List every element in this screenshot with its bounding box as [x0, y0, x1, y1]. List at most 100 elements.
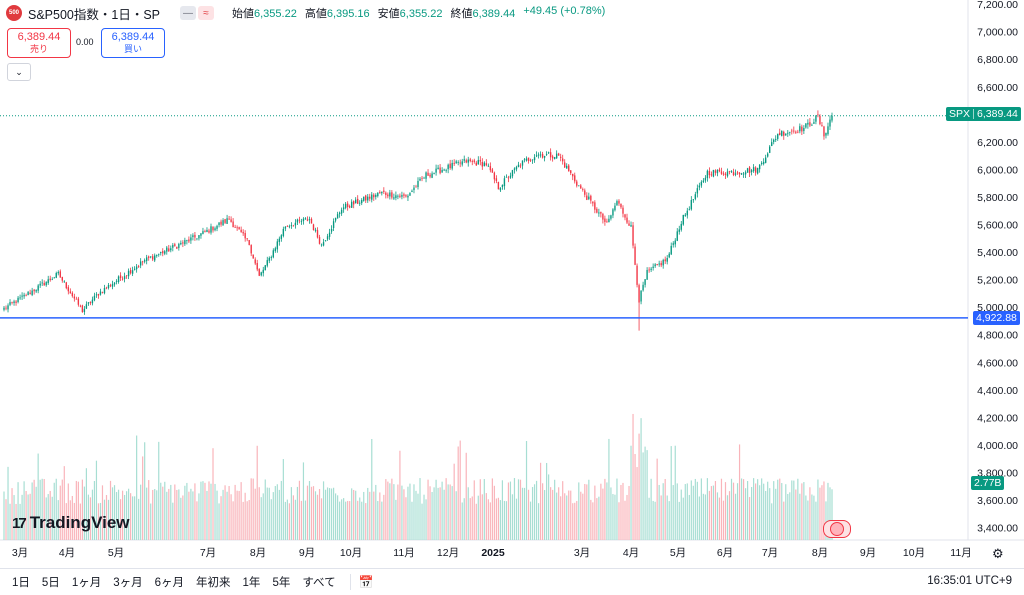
x-tick-label: 11月 — [950, 547, 971, 559]
candle-body — [236, 227, 238, 229]
volume-bar — [497, 497, 499, 540]
candle-body — [407, 195, 409, 198]
volume-bar — [771, 503, 773, 540]
timeframe-all[interactable]: すべて — [302, 577, 336, 589]
calendar-range-icon[interactable]: 📅 — [358, 575, 374, 589]
volume-bar — [469, 498, 471, 540]
candle-body — [692, 199, 695, 201]
x-tick-label: 12月 — [437, 547, 459, 559]
y-tick-label: 3,600.00 — [977, 495, 1018, 507]
volume-bar — [650, 478, 652, 540]
bottom-toolbar: 1日 5日 1ヶ月 3ヶ月 6ヶ月 年初来 1年 5年 すべて 📅 16:35:… — [0, 568, 1024, 595]
candle-body — [399, 195, 401, 197]
candle-body — [795, 131, 797, 133]
candle-body — [618, 200, 620, 204]
candle-body — [73, 296, 76, 299]
tradingview-logo-text: TradingView — [29, 513, 130, 532]
candle-body — [674, 240, 676, 245]
candle-body — [756, 168, 759, 174]
volume-bar — [503, 500, 506, 540]
timeframe-5d[interactable]: 5日 — [41, 577, 60, 589]
symbol-title[interactable]: S&P500指数・1日・SP — [28, 7, 160, 22]
candle-body — [77, 298, 80, 305]
candle-body — [290, 225, 293, 227]
candle-body — [602, 213, 604, 220]
volume-bar — [280, 480, 282, 540]
candle-body — [31, 290, 33, 296]
candle-body — [274, 248, 277, 252]
candle-body — [93, 295, 96, 301]
tradingview-logo[interactable]: 17 TradingView — [12, 513, 130, 533]
timeframe-1y[interactable]: 1年 — [242, 577, 261, 589]
candle-body — [395, 195, 397, 198]
volume-bar — [180, 497, 182, 540]
sell-button[interactable]: 6,389.44 売り — [7, 28, 71, 58]
volume-bar — [87, 494, 90, 540]
timeframe-ytd[interactable]: 年初来 — [196, 577, 231, 589]
volume-bar — [83, 486, 85, 540]
volume-bar — [43, 479, 45, 540]
volume-bar — [294, 499, 297, 540]
candle-body — [17, 297, 19, 302]
y-tick-label: 4,200.00 — [977, 412, 1018, 424]
clock[interactable]: 16:35:01 UTC+9 — [927, 575, 1012, 587]
candle-body — [27, 291, 29, 296]
candle-body — [572, 173, 574, 177]
candle-body — [196, 238, 198, 240]
timeframe-3m[interactable]: 3ヶ月 — [113, 577, 143, 589]
candle-body — [517, 164, 520, 167]
volume-bar — [15, 503, 17, 540]
timeframe-1d[interactable]: 1日 — [12, 577, 30, 589]
x-tick-label: 3月 — [12, 547, 28, 559]
candle-body — [670, 245, 672, 255]
volume-bar — [250, 478, 252, 540]
candle-body — [55, 273, 57, 278]
volume-bar — [148, 480, 150, 540]
volume-bar — [381, 501, 383, 540]
volume-bar — [819, 487, 821, 540]
candle-body — [158, 253, 160, 255]
wave-icon[interactable]: ≈ — [198, 6, 214, 20]
timeframe-5y[interactable]: 5年 — [272, 577, 291, 589]
settings-gear-icon[interactable]: ⚙ — [992, 546, 1004, 561]
volume-bar — [740, 478, 743, 540]
candle-body — [652, 266, 654, 268]
x-tick-label: 3月 — [574, 547, 590, 559]
candle-body — [688, 209, 691, 211]
candle-body — [710, 174, 713, 176]
volume-bar — [445, 478, 447, 540]
chart[interactable]: 3,400.003,600.003,800.004,000.004,200.00… — [0, 0, 1024, 568]
volume-bar — [682, 497, 684, 540]
timeframe-1m[interactable]: 1ヶ月 — [71, 577, 102, 589]
candle-body — [537, 154, 540, 156]
volume-bar — [57, 500, 59, 540]
candle-body — [543, 155, 546, 158]
collapse-chevron-icon[interactable]: ⌄ — [7, 63, 31, 81]
candle-body — [318, 237, 321, 244]
volume-bar — [282, 459, 284, 540]
candle-body — [662, 260, 664, 266]
volume-bar — [9, 503, 11, 540]
candle-body — [787, 132, 789, 134]
candle-body — [141, 261, 144, 263]
volume-bar — [290, 487, 292, 540]
candle-body — [188, 239, 190, 242]
candle-body — [600, 211, 602, 214]
candle-body — [829, 119, 831, 127]
timeframe-6m[interactable]: 6ヶ月 — [154, 577, 185, 589]
candle-body — [712, 169, 715, 177]
volume-bar — [560, 496, 562, 540]
volume-bar — [594, 485, 596, 540]
volume-bars — [3, 413, 833, 540]
volume-bar — [773, 481, 775, 540]
volume-bar — [596, 498, 598, 540]
candle-body — [248, 240, 250, 245]
candle-body — [533, 157, 536, 161]
minus-icon[interactable]: — — [180, 6, 196, 20]
volume-bar — [441, 481, 443, 540]
candle-body — [304, 218, 307, 220]
economic-event-icon[interactable] — [823, 520, 851, 538]
buy-button[interactable]: 6,389.44 買い — [101, 28, 165, 58]
volume-bar — [85, 468, 87, 540]
candle-body — [43, 282, 45, 286]
